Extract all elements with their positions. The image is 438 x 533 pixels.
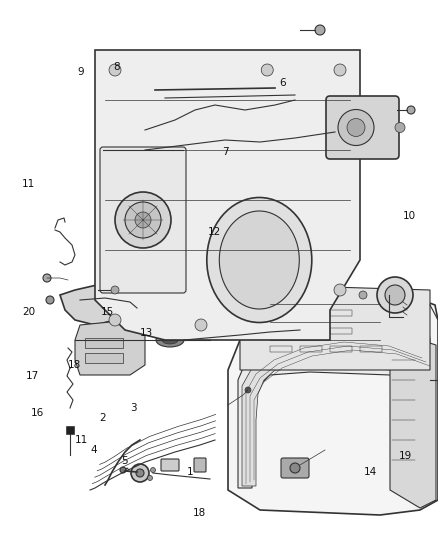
Bar — [85, 353, 123, 363]
FancyBboxPatch shape — [133, 209, 147, 229]
Text: 12: 12 — [208, 227, 221, 237]
Bar — [360, 346, 382, 352]
Text: 4: 4 — [91, 446, 98, 455]
Bar — [66, 426, 74, 434]
Circle shape — [148, 475, 152, 481]
Text: 2: 2 — [99, 414, 106, 423]
Text: 1: 1 — [187, 467, 194, 477]
Circle shape — [334, 284, 346, 296]
Text: 11: 11 — [74, 435, 88, 445]
FancyBboxPatch shape — [100, 147, 186, 293]
Text: 20: 20 — [22, 307, 35, 317]
Bar — [330, 328, 352, 334]
FancyBboxPatch shape — [326, 96, 399, 159]
Circle shape — [136, 214, 144, 222]
Circle shape — [245, 387, 251, 393]
Circle shape — [171, 209, 189, 227]
Circle shape — [111, 286, 119, 294]
Circle shape — [315, 25, 325, 35]
Bar — [330, 346, 352, 352]
Circle shape — [377, 277, 413, 313]
Circle shape — [115, 192, 171, 248]
Circle shape — [338, 109, 374, 146]
Ellipse shape — [156, 333, 184, 347]
Text: 17: 17 — [26, 371, 39, 381]
Polygon shape — [240, 285, 430, 370]
Bar — [330, 310, 352, 316]
Polygon shape — [242, 334, 424, 486]
Text: 9: 9 — [78, 67, 85, 77]
Text: 18: 18 — [68, 360, 81, 370]
Circle shape — [261, 64, 273, 76]
Circle shape — [136, 469, 144, 477]
Text: 3: 3 — [130, 403, 137, 413]
Circle shape — [334, 64, 346, 76]
Circle shape — [167, 187, 183, 203]
Ellipse shape — [219, 211, 299, 309]
FancyBboxPatch shape — [127, 193, 149, 213]
Ellipse shape — [162, 336, 178, 344]
Polygon shape — [60, 282, 140, 325]
Polygon shape — [238, 308, 430, 488]
Text: 15: 15 — [101, 307, 114, 317]
Circle shape — [195, 319, 207, 331]
Polygon shape — [390, 340, 436, 508]
Circle shape — [151, 467, 155, 472]
Text: 19: 19 — [399, 451, 412, 461]
Circle shape — [120, 467, 126, 473]
Text: 10: 10 — [403, 211, 416, 221]
Circle shape — [290, 463, 300, 473]
Bar — [300, 328, 322, 334]
Circle shape — [407, 106, 415, 114]
Text: 13: 13 — [140, 328, 153, 338]
Text: 18: 18 — [193, 508, 206, 518]
Circle shape — [347, 118, 365, 136]
Circle shape — [109, 64, 121, 76]
Text: 11: 11 — [22, 179, 35, 189]
Circle shape — [131, 464, 149, 482]
Text: 14: 14 — [364, 467, 377, 477]
Circle shape — [125, 202, 161, 238]
Circle shape — [43, 274, 51, 282]
Text: 7: 7 — [222, 147, 229, 157]
Polygon shape — [228, 288, 438, 515]
Circle shape — [135, 212, 151, 228]
Circle shape — [385, 285, 405, 305]
FancyBboxPatch shape — [194, 458, 206, 472]
Bar — [300, 346, 322, 352]
Polygon shape — [95, 50, 360, 340]
Circle shape — [359, 291, 367, 299]
FancyBboxPatch shape — [147, 188, 171, 206]
Bar — [270, 310, 292, 316]
Ellipse shape — [207, 198, 312, 322]
Text: 16: 16 — [31, 408, 44, 418]
Circle shape — [121, 294, 129, 302]
Bar — [300, 310, 322, 316]
Polygon shape — [75, 320, 145, 375]
Text: 5: 5 — [121, 456, 128, 466]
Text: 6: 6 — [279, 78, 286, 87]
Bar — [270, 346, 292, 352]
Text: 8: 8 — [113, 62, 120, 71]
Bar — [85, 338, 123, 348]
FancyBboxPatch shape — [281, 458, 309, 478]
FancyBboxPatch shape — [161, 459, 179, 471]
Circle shape — [176, 214, 184, 222]
Bar — [270, 328, 292, 334]
Circle shape — [395, 123, 405, 133]
Circle shape — [172, 191, 179, 198]
Circle shape — [46, 296, 54, 304]
Circle shape — [109, 314, 121, 326]
